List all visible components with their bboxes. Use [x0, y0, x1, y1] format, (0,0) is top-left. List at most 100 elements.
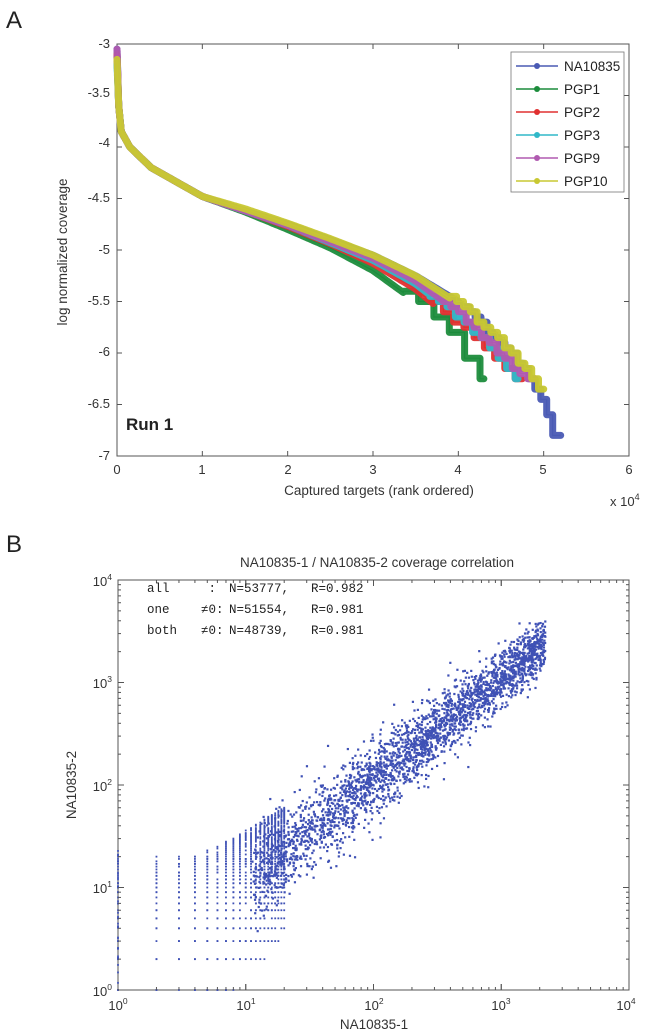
- scatter-point: [444, 696, 447, 699]
- scatter-point: [473, 683, 476, 686]
- scatter-point: [446, 718, 449, 721]
- scatter-point: [516, 638, 519, 641]
- scatter-point: [360, 761, 363, 764]
- scatter-point: [513, 651, 517, 655]
- scatter-point: [255, 875, 259, 878]
- scatter-point: [451, 729, 454, 732]
- scatter-point: [426, 738, 430, 741]
- scatter-point: [329, 827, 332, 831]
- by-tick-1: 101: [93, 879, 112, 896]
- scatter-point: [427, 759, 430, 762]
- scatter-point: [420, 774, 423, 777]
- scatter-point: [535, 668, 538, 671]
- scatter-point: [531, 637, 534, 640]
- scatter-point: [365, 763, 368, 766]
- scatter-point: [244, 833, 247, 836]
- scatter-point: [292, 865, 295, 868]
- scatter-point: [295, 811, 298, 814]
- panel-a-y-axis-label: log normalized coverage: [55, 178, 70, 325]
- scatter-point: [517, 663, 520, 667]
- scatter-point: [366, 781, 370, 785]
- scatter-point: [379, 763, 382, 766]
- scatter-point: [310, 805, 313, 808]
- scatter-point: [511, 675, 514, 678]
- scatter-point: [526, 652, 529, 655]
- scatter-point: [474, 693, 477, 696]
- scatter-point: [271, 850, 274, 853]
- scatter-point: [401, 741, 404, 744]
- scatter-point: [348, 787, 351, 791]
- scatter-point: [278, 860, 281, 863]
- scatter-point: [357, 778, 361, 781]
- scatter-point: [377, 779, 381, 782]
- scatter-point: [261, 890, 264, 894]
- scatter-point: [365, 811, 368, 814]
- scatter-point: [483, 697, 486, 700]
- scatter-point: [338, 827, 341, 830]
- scatter-point: [269, 875, 272, 878]
- scatter-point: [343, 809, 347, 812]
- scatter-point: [274, 828, 277, 831]
- scatter-point: [267, 840, 270, 843]
- scatter-point: [455, 715, 459, 718]
- scatter-point: [442, 701, 446, 705]
- scatter-point: [306, 828, 309, 832]
- scatter-point: [244, 958, 247, 961]
- scatter-point: [380, 766, 383, 769]
- scatter-point: [525, 644, 528, 647]
- scatter-point: [271, 844, 275, 847]
- scatter-point: [457, 693, 460, 696]
- scatter-point: [379, 784, 382, 787]
- scatter-point: [263, 844, 266, 846]
- scatter-point: [420, 762, 423, 765]
- scatter-point: [312, 849, 315, 852]
- scatter-point: [534, 686, 537, 690]
- scatter-point: [428, 752, 431, 755]
- series-band-pgp1: [113, 50, 488, 383]
- scatter-point: [332, 786, 335, 790]
- scatter-point: [232, 840, 235, 843]
- scatter-point: [371, 787, 374, 790]
- scatter-point: [225, 868, 227, 871]
- scatter-point: [262, 882, 265, 885]
- scatter-point: [510, 640, 513, 644]
- scatter-point: [254, 958, 257, 961]
- scatter-point: [448, 720, 451, 723]
- scatter-point: [283, 878, 286, 881]
- scatter-point: [254, 858, 257, 860]
- scatter-point: [329, 797, 332, 800]
- scatter-point: [274, 836, 277, 839]
- scatter-point: [178, 927, 180, 930]
- scatter-point: [351, 768, 354, 771]
- scatter-point: [450, 714, 453, 717]
- scatter-point: [319, 846, 322, 849]
- scatter-point: [392, 745, 395, 748]
- scatter-point: [443, 712, 446, 715]
- scatter-point: [334, 807, 337, 810]
- scatter-point: [117, 871, 119, 874]
- scatter-point: [308, 844, 312, 847]
- scatter-point: [259, 896, 262, 899]
- scatter-point: [387, 778, 390, 782]
- scatter-point: [348, 854, 352, 857]
- scatter-point: [449, 708, 453, 711]
- scatter-point: [293, 868, 296, 871]
- scatter-point: [516, 648, 519, 651]
- scatter-point: [409, 745, 412, 748]
- scatter-point: [496, 691, 500, 694]
- scatter-point: [432, 699, 435, 702]
- scatter-point: [382, 799, 386, 802]
- scatter-point: [282, 883, 285, 887]
- scatter-point: [515, 684, 519, 687]
- scatter-point: [427, 751, 430, 754]
- scatter-point: [434, 723, 438, 727]
- scatter-point: [319, 801, 322, 804]
- scatter-point: [277, 851, 280, 854]
- scatter-point: [527, 640, 530, 643]
- scatter-point: [427, 748, 430, 751]
- y-tick-7: -6.5: [88, 396, 110, 411]
- scatter-point: [443, 723, 446, 726]
- scatter-point: [322, 846, 326, 849]
- scatter-point: [297, 829, 300, 832]
- scatter-point: [424, 726, 427, 729]
